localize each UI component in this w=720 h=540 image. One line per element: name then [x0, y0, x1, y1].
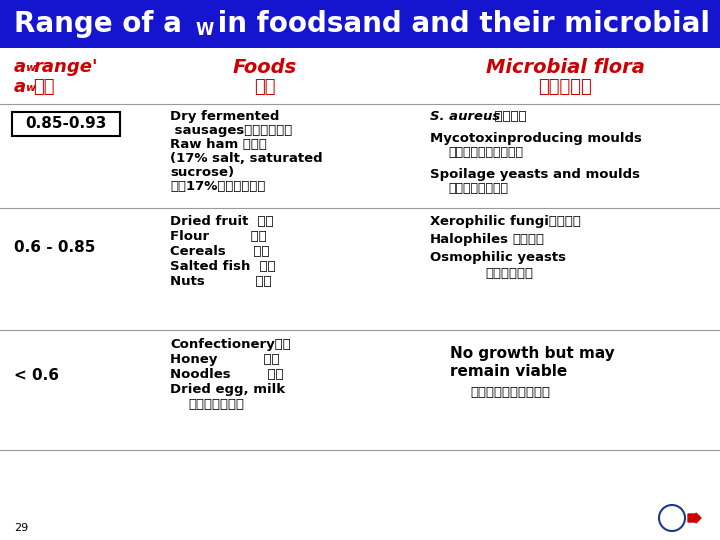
Text: a: a	[14, 78, 26, 96]
Text: Dried fruit  干果: Dried fruit 干果	[170, 215, 274, 228]
Text: Osmophilic yeasts: Osmophilic yeasts	[430, 251, 566, 264]
Text: Salted fish  咸鱼: Salted fish 咸鱼	[170, 260, 276, 273]
Text: S. aureus: S. aureus	[430, 110, 500, 123]
Text: 耐高渗透酵母: 耐高渗透酵母	[485, 267, 533, 280]
Text: < 0.6: < 0.6	[14, 368, 59, 383]
Text: w: w	[25, 83, 35, 93]
Text: 29: 29	[14, 523, 28, 533]
Text: Nuts           坚果: Nuts 坚果	[170, 275, 271, 288]
Text: Foods: Foods	[233, 58, 297, 77]
Text: Flour         面粉: Flour 面粉	[170, 230, 266, 243]
Text: Noodles        面条: Noodles 面条	[170, 368, 284, 381]
Text: W: W	[196, 21, 215, 39]
Text: range': range'	[33, 58, 97, 76]
Text: 食品: 食品	[254, 78, 276, 96]
Text: w: w	[25, 63, 35, 73]
Text: Halophiles: Halophiles	[430, 233, 509, 246]
Text: 能产生霉菌毒素的霉菌: 能产生霉菌毒素的霉菌	[448, 146, 523, 159]
Bar	[0, 0, 720, 48]
Text: Mycotoxinproducing moulds: Mycotoxinproducing moulds	[430, 132, 642, 145]
Text: 嗜盐生物: 嗜盐生物	[512, 233, 544, 246]
Text: sucrose): sucrose)	[170, 166, 234, 179]
Text: 干燥鸡蛋，牛奶: 干燥鸡蛋，牛奶	[188, 398, 244, 411]
Text: Honey          蜂蜜: Honey 蜂蜜	[170, 353, 279, 366]
Text: 葡萄球菌: 葡萄球菌	[490, 110, 526, 123]
Text: sausages干燥发酵香肠: sausages干燥发酵香肠	[170, 124, 292, 137]
Text: 0.85-0.93: 0.85-0.93	[25, 117, 107, 132]
Text: No growth but may: No growth but may	[450, 346, 615, 361]
Text: Raw ham 生火腿: Raw ham 生火腿	[170, 138, 267, 151]
Text: 不生长但能残存于其中: 不生长但能残存于其中	[470, 386, 550, 399]
Text: remain viable: remain viable	[450, 364, 567, 379]
Text: (17% salt, saturated: (17% salt, saturated	[170, 152, 323, 165]
Text: Dry fermented: Dry fermented	[170, 110, 279, 123]
Text: Cereals      谷类: Cereals 谷类	[170, 245, 269, 258]
Text: Confectionery糖果: Confectionery糖果	[170, 338, 291, 351]
Text: Microbial flora: Microbial flora	[485, 58, 644, 77]
Text: （盐17%，饱和蔗糖）: （盐17%，饱和蔗糖）	[170, 180, 266, 193]
Text: 范围: 范围	[33, 78, 55, 96]
Bar	[12, 112, 120, 136]
Text: Range of a: Range of a	[14, 10, 182, 38]
Text: a: a	[14, 58, 26, 76]
Text: 微生物菌群: 微生物菌群	[538, 78, 592, 96]
Text: 0.6 - 0.85: 0.6 - 0.85	[14, 240, 95, 254]
Text: Xerophilic fungi喜旱真菌: Xerophilic fungi喜旱真菌	[430, 215, 581, 228]
Text: in foodsand and their microbial flora: in foodsand and their microbial flora	[208, 10, 720, 38]
FancyArrow shape	[688, 513, 701, 523]
Text: 腐败性酵母和霉菌: 腐败性酵母和霉菌	[448, 182, 508, 195]
Text: Dried egg, milk: Dried egg, milk	[170, 383, 285, 396]
Text: Spoilage yeasts and moulds: Spoilage yeasts and moulds	[430, 168, 640, 181]
